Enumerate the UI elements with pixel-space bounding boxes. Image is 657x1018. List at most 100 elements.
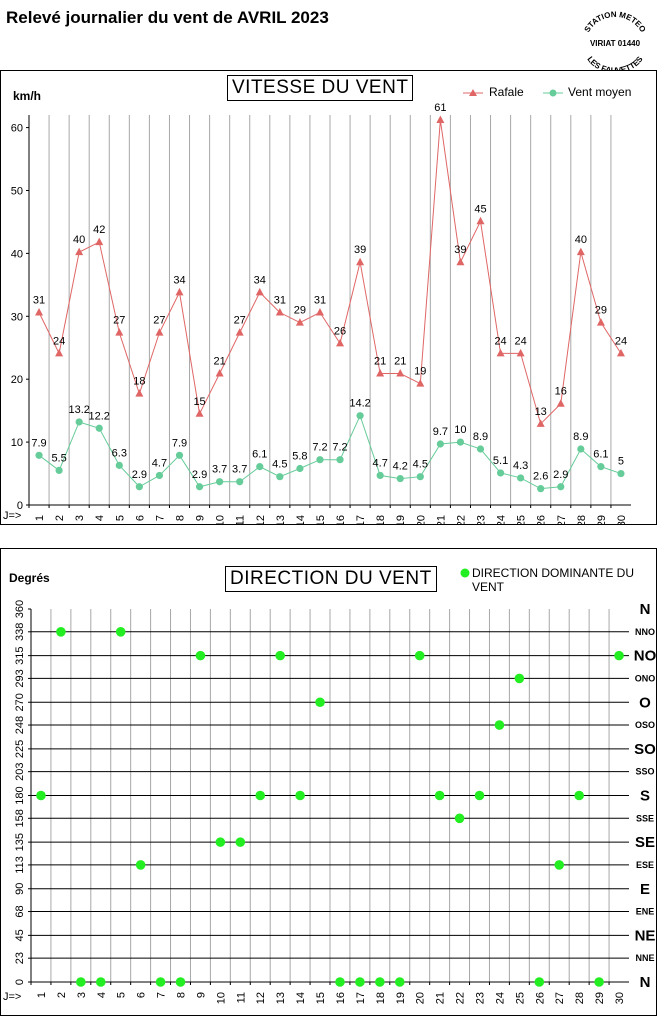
vent-moyen-data-label: 3.7	[232, 464, 247, 476]
x-tick-label: 2	[56, 992, 68, 998]
rafale-data-point	[175, 287, 184, 296]
rafale-data-point	[396, 369, 405, 377]
rafale-data-label: 24	[53, 335, 65, 347]
rafale-data-label: 31	[314, 295, 326, 307]
vent-moyen-series-line	[38, 414, 622, 490]
y-tick-label: 30	[11, 311, 23, 323]
x-tick-label: 10	[215, 515, 227, 524]
wind-direction-unit-label: Degrés	[9, 571, 50, 585]
x-tick-label: 7	[154, 515, 166, 521]
compass-label: O	[639, 694, 651, 711]
rafale-data-point	[295, 318, 304, 326]
direction-data-point	[115, 626, 126, 637]
x-tick-label: 22	[455, 992, 467, 1004]
rafale-data-point	[616, 348, 625, 357]
wind-direction-chart-title: DIRECTION DU VENT	[225, 566, 437, 592]
vent-moyen-data-label: 10	[454, 424, 466, 436]
x-tick-label: 26	[536, 515, 548, 524]
compass-label: E	[640, 881, 650, 898]
x-tick-label: 30	[616, 515, 628, 524]
x-tick-label: 21	[435, 992, 447, 1004]
vent-moyen-data-point	[276, 473, 284, 481]
x-tick-label: 20	[415, 515, 427, 524]
y-tick-label: 225	[14, 740, 26, 758]
rafale-data-point	[115, 328, 124, 336]
direction-data-point	[175, 977, 186, 987]
rafale-data-point	[436, 115, 445, 124]
vent-moyen-data-label: 7.9	[31, 437, 46, 449]
direction-data-point	[375, 977, 385, 987]
rafale-data-point	[536, 419, 545, 427]
direction-data-point	[36, 790, 46, 801]
rafale-data-point	[235, 328, 244, 336]
rafale-data-point	[416, 379, 425, 387]
vent-moyen-data-point	[376, 471, 384, 480]
y-tick-label: 135	[14, 833, 26, 851]
rafale-data-point	[556, 399, 565, 407]
rafale-data-label: 31	[274, 295, 286, 307]
direction-data-point	[95, 977, 106, 987]
vent-moyen-data-point	[456, 438, 465, 446]
x-tick-label: 28	[574, 992, 586, 1004]
rafale-legend-label: Rafale	[489, 85, 524, 99]
direction-data-point	[414, 650, 425, 661]
vent-moyen-data-label: 2.9	[192, 469, 207, 481]
y-tick-label: 270	[14, 693, 26, 711]
rafale-data-label: 26	[334, 325, 346, 337]
rafale-data-label: 31	[33, 295, 45, 307]
wind-speed-unit-label: km/h	[13, 89, 42, 103]
rafale-data-label: 24	[615, 335, 627, 347]
y-tick-label: 248	[14, 716, 26, 734]
x-tick-label: 1	[36, 992, 48, 998]
rafale-data-label: 21	[214, 356, 226, 368]
vent-moyen-data-point	[115, 461, 123, 469]
y-tick-label: 180	[14, 786, 26, 804]
direction-data-point	[195, 650, 206, 661]
rafale-data-point	[476, 216, 485, 225]
x-tick-label: 15	[315, 515, 327, 524]
rafale-data-point	[75, 247, 84, 256]
vent-moyen-data-label: 6.1	[593, 449, 608, 461]
rafale-data-point	[215, 369, 224, 377]
x-tick-label: 13	[275, 992, 287, 1004]
x-tick-label: 14	[295, 992, 307, 1004]
compass-label: NNE	[635, 953, 654, 963]
rafale-data-label: 15	[193, 396, 205, 408]
wind-speed-panel: 0 10 20 30 40 50 60 J=> 1 2 3 4 5 6 7 8 9 10 11 12 13 14 15 16 1…	[0, 70, 657, 525]
x-tick-label: 29	[594, 992, 606, 1004]
y-tick-label: 0	[17, 500, 23, 512]
x-tick-label: 18	[375, 515, 387, 524]
wind-speed-chart-title: VITESSE DU VENT	[227, 75, 414, 101]
compass-label: ONO	[635, 673, 656, 683]
rafale-data-point	[336, 338, 345, 347]
vent-moyen-data-point	[537, 485, 545, 493]
compass-label: ESE	[636, 860, 654, 870]
direction-data-point	[255, 790, 266, 801]
direction-data-point	[76, 977, 86, 987]
x-tick-label: 1	[34, 515, 46, 521]
vent-moyen-data-point	[175, 451, 184, 459]
x-tick-label: 12	[255, 515, 267, 524]
x-tick-label: 10	[215, 992, 227, 1004]
x-tick-label: 24	[494, 992, 506, 1004]
vent-moyen-data-point	[236, 478, 244, 486]
vent-moyen-data-label: 8.9	[473, 431, 488, 443]
vent-moyen-data-point	[597, 463, 605, 471]
station-stamp: STATION METEO VIRIAT 01440 LES FAUVETTES	[583, 10, 648, 74]
x-tick-label: 28	[576, 515, 588, 524]
direction-data-point	[454, 813, 465, 824]
x-tick-label: 21	[435, 515, 447, 524]
x-tick-label: 4	[94, 515, 106, 521]
compass-label: NE	[635, 927, 656, 944]
svg-text:STATION METEO: STATION METEO	[583, 10, 648, 34]
vent-moyen-data-label: 6.1	[252, 449, 267, 461]
x-tick-label: 8	[176, 992, 188, 998]
direction-data-point	[514, 673, 525, 684]
x-tick-label: 9	[195, 515, 207, 521]
rafale-data-point	[356, 257, 365, 266]
vent-moyen-data-point	[75, 418, 83, 426]
compass-label: N	[640, 974, 651, 991]
stamp-top-text: STATION METEO	[583, 10, 648, 34]
